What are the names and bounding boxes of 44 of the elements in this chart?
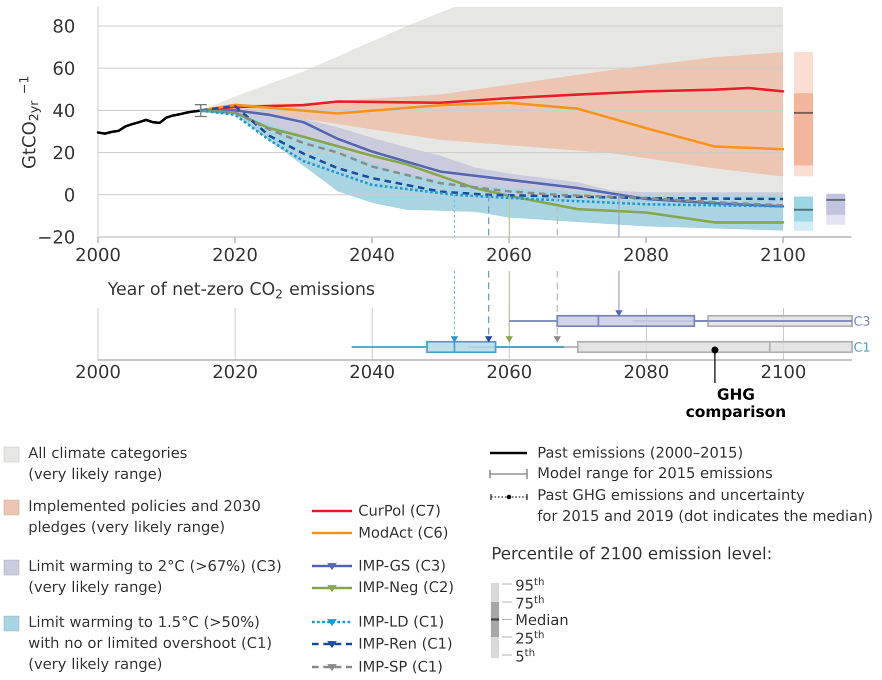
x-tick-label: 2080	[624, 364, 668, 378]
x-tick-label: 2020	[213, 248, 257, 262]
x-tick-label: 2060	[487, 248, 531, 262]
legend-title: Percentile of 2100 emission level:	[492, 546, 770, 560]
y-tick-label: 80	[54, 19, 74, 33]
x-tick-label: 2060	[488, 364, 531, 378]
legend-label: IMP-GS (C3)	[360, 559, 445, 573]
legend-label: IMP-Neg (C2)	[360, 580, 453, 596]
text: GHG comparison	[686, 388, 785, 420]
legend-label: IMP-SP (C1)	[360, 660, 442, 674]
y-tick-label: −20	[39, 230, 74, 244]
x-tick-label: 2000	[76, 364, 120, 378]
x-tick-label: 2100	[761, 248, 805, 262]
text: 25$^{th}$	[516, 630, 544, 644]
text: 5$^{th}$	[516, 648, 534, 662]
legend-label: Implemented policies and 2030 pledges (very likely range)	[30, 500, 260, 535]
legend-label: Past emissions (2000–2015)	[538, 446, 742, 460]
legend-label: All climate categories (very likely range)	[28, 446, 187, 482]
x-tick-label: 2080	[624, 248, 668, 262]
y-tick-label: C1	[854, 342, 870, 352]
x-tick-label: 2020	[214, 364, 257, 378]
y-tick-label: 20	[54, 146, 74, 160]
x-axis-title: Year of net-zero CO$_{2}$ emissions	[108, 282, 374, 298]
legend-label: Limit warming to 1.5°C (>50%) with no or limited overshoot (C1) (very likely range)	[28, 616, 271, 672]
y-tick-label: 0	[65, 188, 74, 202]
y-tick-label: 40	[53, 104, 74, 118]
text: Model range for 2015 emissions	[538, 466, 772, 482]
legend-label: CurPol (C7)	[359, 504, 440, 518]
x-tick-label: 2040	[350, 364, 394, 378]
line-series	[96, 109, 202, 135]
x-tick-label: 2100	[762, 364, 806, 378]
text: 75$^{th}$	[516, 595, 544, 609]
legend-label: ModAct (C6)	[360, 526, 448, 540]
legend-label: Limit warming to 2°C (>67%) (C3) (very likely range)	[30, 560, 280, 595]
text: Median	[516, 614, 568, 626]
x-tick-label: 2040	[350, 248, 394, 262]
x-tick-label: 2000	[76, 248, 120, 262]
legend-label: IMP-LD (C1)	[360, 615, 443, 629]
legend-label: IMP-Ren (C1)	[360, 637, 452, 651]
text: 95$^{th}$	[516, 577, 544, 591]
y-axis-title: GtCO$_{2yr}$ −1	[19, 76, 41, 168]
y-tick-label: C3	[854, 316, 870, 326]
text: Past GHG emissions and uncertainty for 2015 and 2019 (dot indicates the median)	[538, 488, 872, 523]
y-tick-label: 60	[54, 61, 74, 75]
